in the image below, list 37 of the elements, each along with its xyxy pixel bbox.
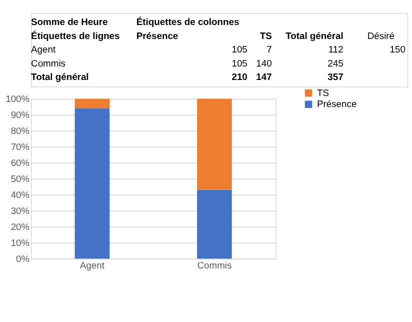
bar xyxy=(74,98,110,108)
y-tick-label: 50% xyxy=(10,172,30,184)
text: Agent xyxy=(31,44,56,55)
y-tick-label: 100% xyxy=(6,92,30,104)
text: Étiquettes de colonnes xyxy=(136,16,240,28)
legend-label: TS xyxy=(316,86,329,98)
text: Étiquettes de lignes xyxy=(31,30,120,41)
text: 245 xyxy=(328,57,344,68)
text: Commis xyxy=(31,57,66,68)
text: TS xyxy=(260,30,272,41)
y-tick-label: 0% xyxy=(16,252,30,264)
text: 7 xyxy=(266,44,272,55)
y-tick-label: 90% xyxy=(10,108,30,120)
y-tick-label: 40% xyxy=(10,188,30,200)
text: Présence xyxy=(136,30,178,41)
text: Désiré xyxy=(367,30,395,41)
y-tick-label: 20% xyxy=(10,220,30,232)
y-tick-label: 30% xyxy=(10,204,30,216)
bar xyxy=(197,190,232,259)
text: 105 xyxy=(232,44,248,55)
bar xyxy=(197,98,232,190)
text: Somme de Heure xyxy=(31,16,108,28)
bar xyxy=(74,108,110,259)
text: 140 xyxy=(256,57,272,68)
y-tick-label: 70% xyxy=(10,140,30,152)
y-tick-label: 60% xyxy=(10,156,30,168)
y-tick-label: 10% xyxy=(10,236,30,248)
text: 147 xyxy=(256,71,272,82)
legend-label: Présence xyxy=(316,98,357,110)
text: 357 xyxy=(328,71,344,82)
text: Total général xyxy=(286,30,344,41)
y-tick-label: 80% xyxy=(10,124,30,136)
text: Total général xyxy=(31,71,89,82)
text: 150 xyxy=(390,44,406,55)
text: 210 xyxy=(232,71,248,82)
text: 112 xyxy=(328,44,344,55)
text: 105 xyxy=(232,57,248,68)
